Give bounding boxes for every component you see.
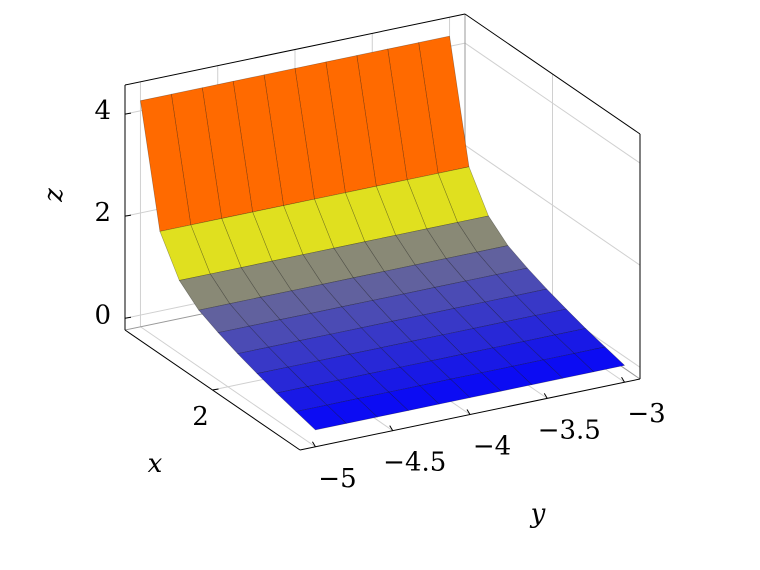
tick-mark — [466, 409, 471, 415]
z-tick-label: 4 — [94, 96, 111, 126]
z-tick-label: 0 — [94, 300, 111, 330]
tick-mark — [124, 316, 132, 319]
tick-mark — [543, 393, 548, 399]
tick-mark — [621, 376, 625, 383]
y-tick-label: −4 — [473, 432, 511, 462]
y-axis-label: y — [530, 499, 546, 529]
x-tick-label: 2 — [192, 402, 209, 432]
box-edge — [464, 13, 641, 135]
tick-mark — [124, 112, 132, 115]
surface-face — [295, 404, 347, 431]
tick-mark — [124, 214, 132, 217]
tick-mark — [389, 425, 394, 431]
y-tick-label: −3.5 — [538, 415, 601, 445]
z-tick-label: 2 — [94, 198, 111, 228]
y-tick-label: −3 — [627, 399, 665, 429]
tick-mark — [212, 388, 219, 391]
y-tick-label: −5 — [318, 464, 356, 494]
tick-mark — [312, 441, 316, 448]
box-edge — [124, 13, 466, 86]
grid-line — [140, 326, 316, 448]
y-tick-label: −4.5 — [383, 448, 446, 478]
z-axis-label: z — [39, 188, 69, 203]
x-axis-label: x — [148, 449, 163, 479]
